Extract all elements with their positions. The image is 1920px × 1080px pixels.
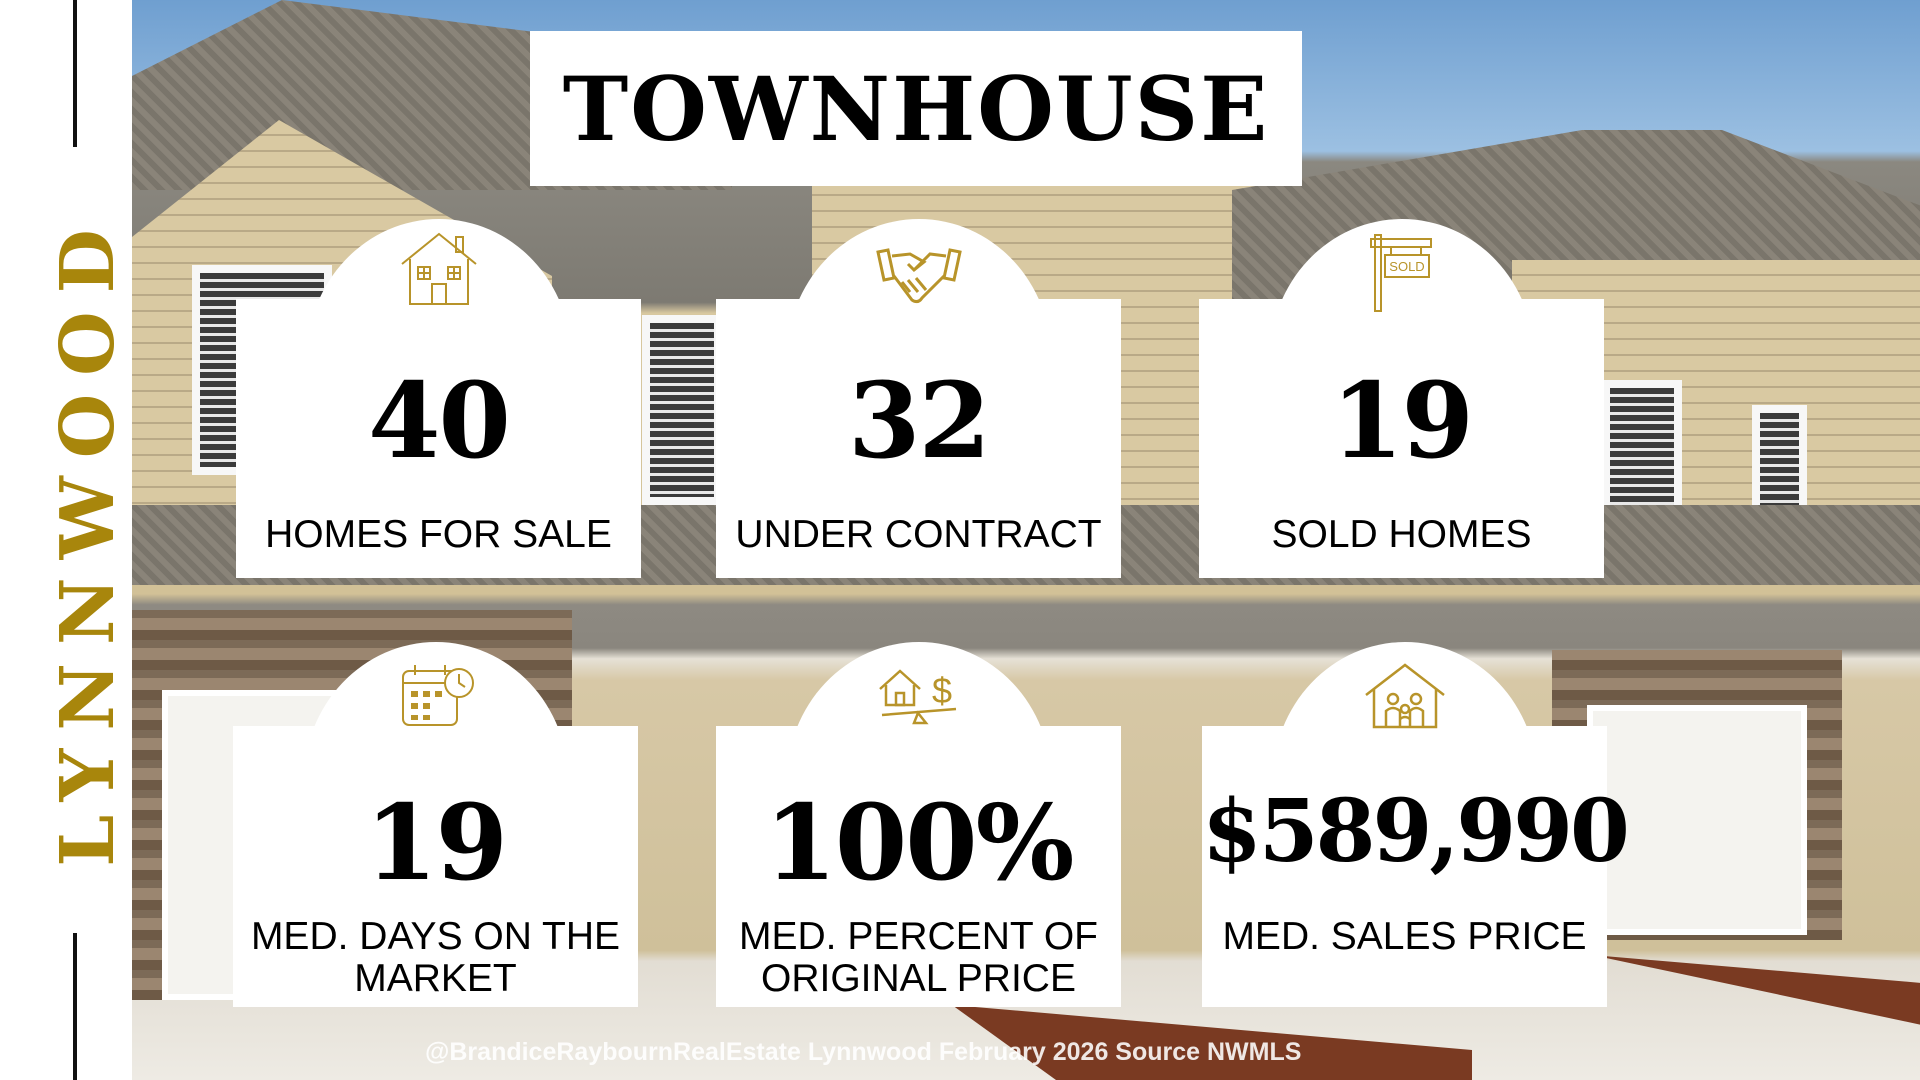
svg-text:$: $ xyxy=(931,670,951,711)
divider-line-bottom xyxy=(73,933,77,1080)
left-sidebar: LYNNWOOD xyxy=(0,0,132,1080)
house-icon xyxy=(400,232,477,305)
stat-label: MED. DAYS ON THE MARKET xyxy=(250,915,621,1000)
stat-label: HOMES FOR SALE xyxy=(265,513,612,556)
stat-card-days-on-market: 19 MED. DAYS ON THE MARKET xyxy=(233,642,638,1007)
stat-value: 19 xyxy=(365,781,508,904)
page-title: TOWNHOUSE xyxy=(562,56,1270,161)
divider-line-top xyxy=(73,0,77,147)
stat-card-sold-homes: SOLD 19 SOLD HOMES xyxy=(1199,219,1604,578)
title-box: TOWNHOUSE xyxy=(530,31,1302,186)
stat-value: 32 xyxy=(848,359,991,482)
stat-card-percent-original-price: $ 100% MED. PERCENT OF ORIGINAL PRICE xyxy=(716,642,1121,1007)
city-name: LYNNWOOD xyxy=(45,211,131,867)
stat-card-median-sales-price: $589,990 MED. SALES PRICE xyxy=(1202,642,1630,1007)
stat-label: MED. PERCENT OF ORIGINAL PRICE xyxy=(739,915,1098,1000)
stat-card-under-contract: 32 UNDER CONTRACT xyxy=(716,219,1121,578)
stat-value: 100% xyxy=(764,781,1075,904)
stat-value: $589,990 xyxy=(1202,781,1630,882)
calendar-clock-icon xyxy=(401,665,474,726)
house-price-scale-icon: $ xyxy=(878,669,956,725)
svg-text:SOLD: SOLD xyxy=(1389,259,1424,274)
stat-label: UNDER CONTRACT xyxy=(735,513,1102,556)
stat-value: 40 xyxy=(368,359,511,482)
sold-sign-icon: SOLD xyxy=(1369,234,1432,312)
handshake-icon xyxy=(875,248,962,304)
stat-value: 19 xyxy=(1331,359,1474,482)
stat-label: MED. SALES PRICE xyxy=(1222,915,1587,958)
stat-label: SOLD HOMES xyxy=(1271,513,1532,556)
footer-credit: @BrandiceRaybournRealEstate Lynnwood Feb… xyxy=(425,1038,1302,1066)
family-house-icon xyxy=(1364,663,1445,729)
stat-card-homes-for-sale: 40 HOMES FOR SALE xyxy=(236,219,641,578)
